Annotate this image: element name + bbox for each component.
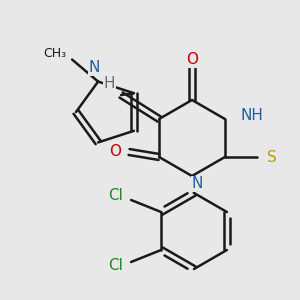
Text: O: O bbox=[186, 52, 198, 68]
Text: N: N bbox=[88, 60, 100, 75]
Text: Cl: Cl bbox=[108, 188, 123, 203]
Text: CH₃: CH₃ bbox=[43, 47, 66, 60]
Text: NH: NH bbox=[241, 107, 264, 122]
Text: H: H bbox=[103, 76, 115, 91]
Text: O: O bbox=[109, 145, 121, 160]
Text: N: N bbox=[191, 176, 203, 191]
Text: Cl: Cl bbox=[108, 259, 123, 274]
Text: S: S bbox=[267, 149, 277, 164]
